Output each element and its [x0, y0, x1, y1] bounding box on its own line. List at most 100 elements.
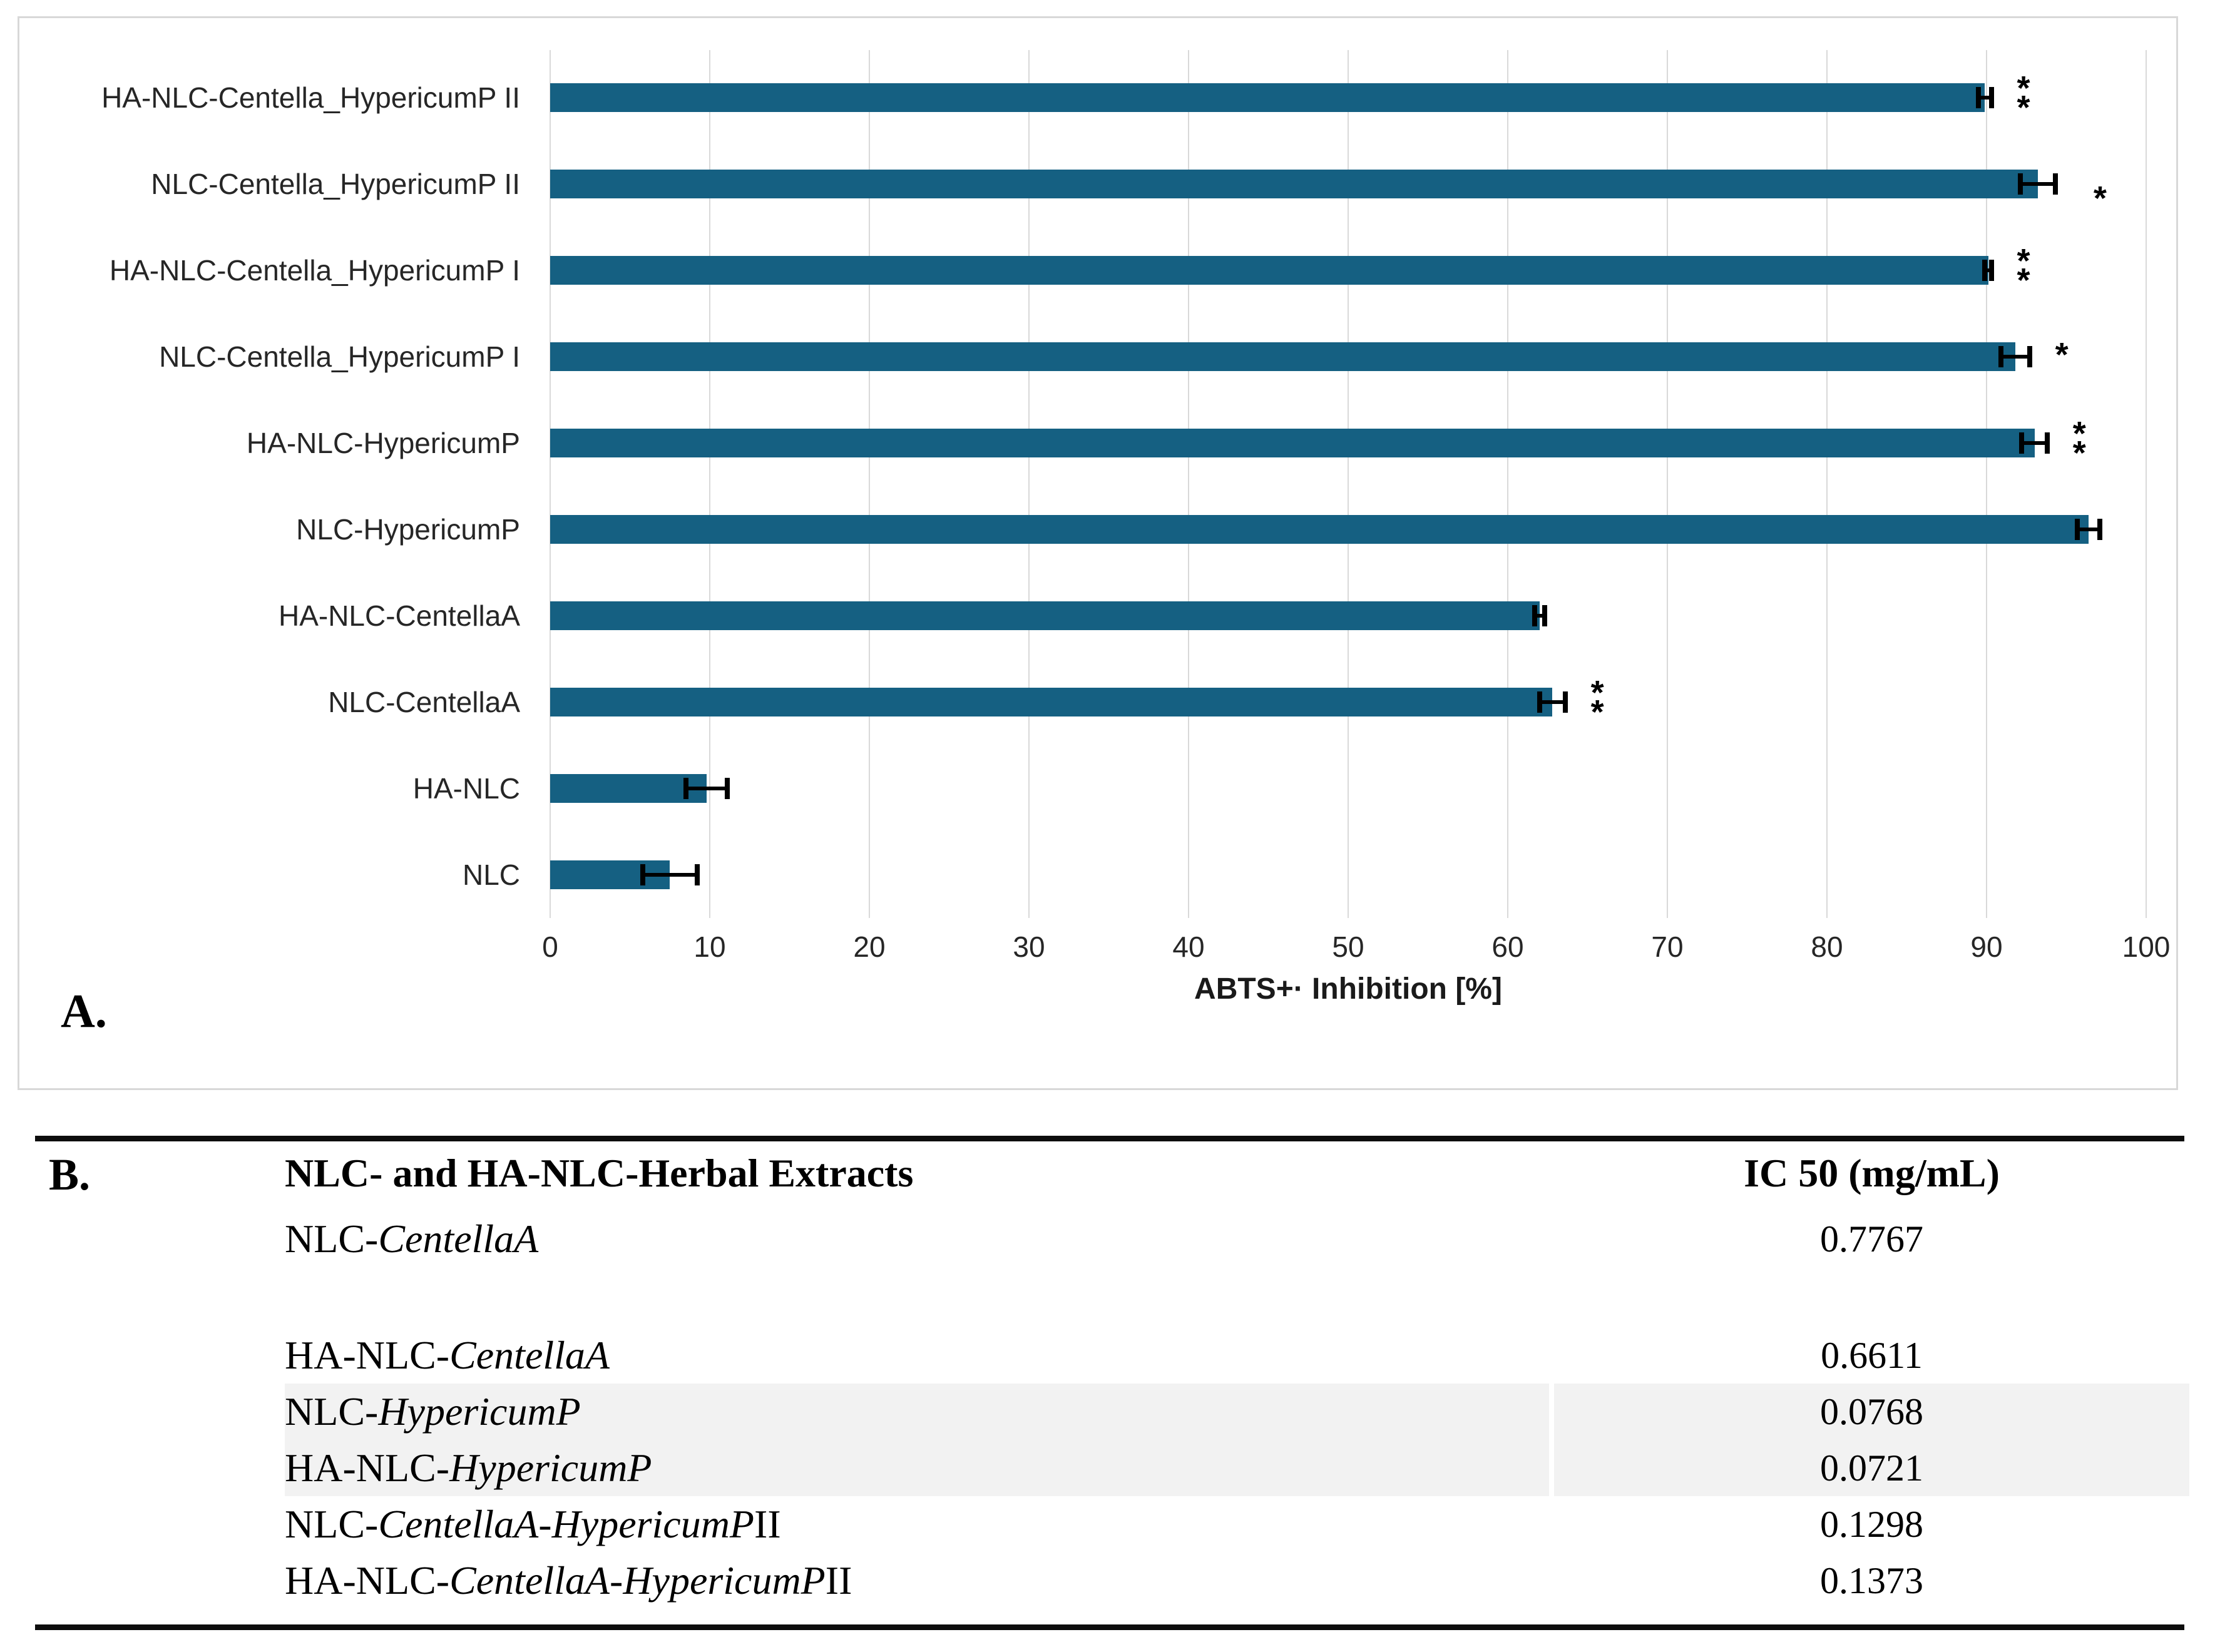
bar	[550, 774, 707, 803]
name-prefix: NLC-	[285, 1216, 379, 1261]
table-row: NLC- HypericumP 0.0768	[285, 1384, 2189, 1440]
x-tick-label: 80	[1811, 931, 1843, 963]
gridline-80	[1826, 50, 1828, 918]
error-bar	[642, 873, 697, 877]
error-bar-cap-right	[2097, 519, 2103, 540]
gridline-100	[2146, 50, 2147, 918]
x-tick-label: 100	[2122, 931, 2171, 963]
table-col2-header: IC 50 (mg/mL)	[1744, 1151, 2000, 1195]
category-label: NLC-Centella_HypericumP I	[159, 340, 520, 373]
name-prefix: HA-NLC-	[285, 1446, 450, 1490]
category-label: HA-NLC	[412, 772, 520, 805]
formulation-name-cell: HA-NLC- CentellaA	[285, 1327, 1549, 1384]
x-tick-label: 90	[1970, 931, 2003, 963]
x-tick-label: 50	[1332, 931, 1364, 963]
gridline-60	[1507, 50, 1508, 918]
x-tick-label: 40	[1172, 931, 1205, 963]
name-suffix: II	[754, 1502, 781, 1546]
error-bar-cap-left	[1537, 691, 1542, 713]
error-bar-cap-left	[1982, 260, 1988, 281]
gridline-40	[1188, 50, 1189, 918]
error-bar	[2000, 355, 2030, 359]
error-bar	[1535, 614, 1545, 618]
name-species-italic: HypericumP	[378, 1389, 581, 1434]
error-bar-cap-left	[1532, 605, 1538, 626]
name-prefix: HA-NLC-	[285, 1558, 450, 1603]
bar	[550, 342, 2015, 371]
bar	[550, 256, 1988, 285]
name-species-italic: CentellaA	[378, 1216, 539, 1261]
error-bar-cap-right	[1542, 605, 1547, 626]
significance-marker: * *	[1590, 674, 1604, 731]
x-tick-label: 60	[1491, 931, 1524, 963]
name-prefix: NLC-	[285, 1389, 379, 1434]
gridline-50	[1348, 50, 1349, 918]
table-header-row: NLC- and HA-NLC-Herbal Extracts IC 50 (m…	[285, 1142, 2189, 1205]
error-bar-cap-left	[2075, 519, 2080, 540]
error-bar-cap-left	[1998, 346, 2003, 367]
error-bar	[685, 787, 728, 790]
gridline-0	[550, 50, 551, 918]
table-row: NLC- CentellaA-HypericumP II 0.1298	[285, 1496, 2189, 1553]
error-bar-cap-left	[2017, 173, 2023, 195]
error-bar	[2077, 528, 2100, 531]
ic50-value-cell: 0.1298	[1820, 1503, 1923, 1545]
panel-a-bar-chart: * * * * * * * * * * HA-NLC-Centella_Hypericum…	[18, 16, 2178, 1090]
error-bar-cap-left	[640, 864, 645, 885]
bar	[550, 170, 2038, 198]
formulation-name-cell: NLC- CentellaA	[285, 1211, 1549, 1267]
panel-b-label: B.	[49, 1150, 91, 1200]
error-bar-cap-left	[2019, 432, 2025, 454]
significance-marker: *	[2093, 180, 2107, 217]
significance-marker: *	[2055, 336, 2069, 374]
formulation-name-cell: HA-NLC- CentellaA-HypericumP II	[285, 1553, 1549, 1609]
significance-marker: * *	[2017, 242, 2030, 299]
error-bar	[2020, 182, 2055, 186]
name-prefix: HA-NLC-	[285, 1333, 450, 1377]
ic50-value-cell: 0.1373	[1820, 1559, 1923, 1601]
error-bar-cap-left	[683, 778, 688, 799]
table-row: NLC- CentellaA 0.7767	[285, 1211, 2189, 1267]
bar	[550, 515, 2089, 544]
category-label: HA-NLC-Centella_HypericumP I	[109, 254, 520, 287]
table-body: NLC- CentellaA 0.7767 HA-NLC- CentellaA 0.661…	[285, 1211, 2189, 1609]
error-bar	[2022, 441, 2047, 445]
table-top-rule	[35, 1136, 2184, 1141]
category-label: HA-NLC-HypericumP	[246, 427, 520, 459]
category-label: NLC-HypericumP	[296, 513, 520, 546]
name-species-italic: CentellaA-HypericumP	[378, 1502, 754, 1546]
formulation-name-cell: HA-NLC- HypericumP	[285, 1440, 1549, 1496]
gridline-10	[709, 50, 710, 918]
ic50-value-cell: 0.6611	[1821, 1334, 1923, 1376]
panel-a-label: A.	[61, 985, 107, 1038]
bar	[550, 688, 1553, 716]
table-row: HA-NLC- HypericumP 0.0721	[285, 1440, 2189, 1496]
gridline-30	[1028, 50, 1030, 918]
table-row: HA-NLC- CentellaA-HypericumP II 0.1373	[285, 1553, 2189, 1609]
category-label: HA-NLC-Centella_HypericumP II	[101, 81, 520, 114]
significance-marker: * *	[2072, 415, 2086, 472]
ic50-value-cell: 0.0768	[1554, 1384, 2189, 1440]
category-label: HA-NLC-CentellaA	[278, 599, 520, 632]
error-bar	[1978, 96, 1992, 99]
bar	[550, 601, 1540, 630]
table-row: HA-NLC- CentellaA 0.6611	[285, 1327, 2189, 1384]
name-prefix: NLC-	[285, 1502, 379, 1546]
x-tick-label: 0	[542, 931, 558, 963]
error-bar-cap-right	[725, 778, 730, 799]
formulation-name-cell: NLC- CentellaA-HypericumP II	[285, 1496, 1549, 1553]
name-species-italic: CentellaA-HypericumP	[449, 1558, 826, 1603]
gridline-70	[1667, 50, 1668, 918]
x-tick-label: 70	[1651, 931, 1684, 963]
bar	[550, 429, 2035, 457]
error-bar-cap-right	[1988, 87, 1994, 108]
name-species-italic: HypericumP	[449, 1446, 652, 1490]
category-label: NLC-Centella_HypericumP II	[151, 168, 520, 200]
error-bar	[1540, 700, 1565, 704]
error-bar	[1985, 268, 1992, 272]
significance-marker: * *	[2017, 69, 2030, 126]
name-suffix: II	[825, 1558, 852, 1603]
table-col1-header: NLC- and HA-NLC-Herbal Extracts	[285, 1151, 914, 1195]
error-bar-cap-right	[1988, 260, 1994, 281]
ic50-value-cell: 0.0721	[1554, 1440, 2189, 1496]
